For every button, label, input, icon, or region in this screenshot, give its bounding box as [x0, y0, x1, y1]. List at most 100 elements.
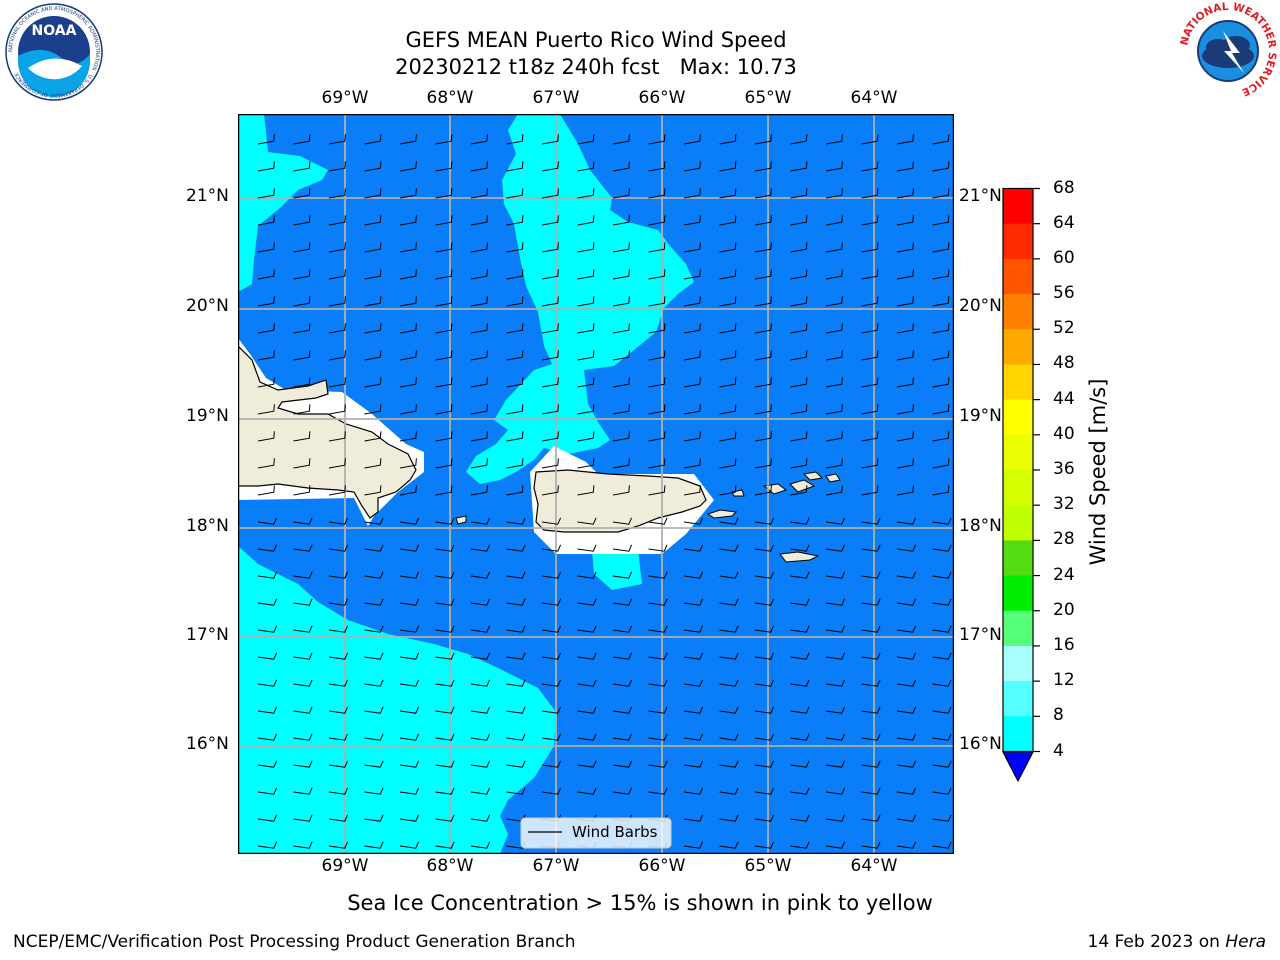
wind-barb — [683, 517, 704, 525]
wind-barb — [541, 485, 559, 496]
wind-barb — [719, 652, 739, 660]
wind-barb — [683, 652, 704, 660]
wind-barb — [612, 404, 630, 415]
wind-barb — [754, 269, 772, 280]
wind-barb — [932, 652, 952, 660]
wind-barb — [754, 188, 772, 199]
wind-barb — [541, 242, 559, 253]
wind-barb — [435, 706, 455, 714]
wind-barb — [435, 296, 453, 307]
wind-barb — [719, 134, 737, 145]
wind-barb — [790, 377, 808, 388]
wind-barb — [399, 787, 420, 795]
wind-barb — [719, 571, 739, 579]
wind-barb — [293, 652, 313, 660]
wind-barb — [577, 733, 597, 741]
wind-barb — [399, 242, 417, 253]
wind-barb — [328, 598, 349, 606]
wind-barb — [896, 787, 917, 795]
wind-barb — [364, 404, 382, 415]
wind-barb — [328, 706, 349, 714]
wind-barb — [825, 458, 843, 469]
wind-barb — [648, 625, 668, 633]
wind-barb — [435, 679, 455, 687]
wind-barb — [790, 679, 810, 687]
wind-barb — [612, 134, 630, 145]
wind-barb — [896, 161, 914, 172]
wind-barb — [399, 760, 420, 768]
lat-label-left-21n: 21°N — [186, 186, 229, 206]
wind-barb — [435, 350, 453, 361]
wind-barb — [612, 571, 633, 579]
wind-barb — [541, 377, 559, 388]
wind-barb — [648, 134, 666, 145]
wind-barb — [932, 814, 952, 822]
wind-barb — [719, 215, 737, 226]
wind-barb — [577, 404, 595, 415]
wind-barb — [719, 706, 739, 714]
wind-barb — [470, 404, 488, 415]
wind-barb — [683, 215, 701, 226]
colorbar-tick-label: 16 — [1053, 634, 1075, 655]
wind-barb — [790, 787, 810, 795]
wind-barb — [896, 733, 917, 741]
wind-barb — [896, 706, 917, 714]
wind-barb — [754, 134, 772, 145]
map-gridlines — [238, 114, 954, 854]
wind-barb — [932, 350, 950, 361]
wind-barb — [328, 134, 346, 145]
wind-barb — [364, 269, 382, 280]
lon-label-bottom-65w: 65°W — [744, 856, 792, 876]
wind-barb — [932, 571, 952, 579]
wind-barb — [861, 161, 879, 172]
wind-barb — [683, 598, 704, 606]
lon-label-bottom-68w: 68°W — [426, 856, 474, 876]
wind-barb — [364, 760, 384, 768]
wind-barb — [435, 134, 453, 145]
wind-barb — [648, 733, 668, 741]
wind-barb — [754, 787, 775, 795]
wind-barb — [364, 544, 384, 552]
wind-barb — [541, 544, 562, 552]
wind-barb — [719, 350, 737, 361]
chart-title: GEFS MEAN Puerto Rico Wind Speed — [405, 28, 787, 52]
wind-barb — [861, 242, 879, 253]
wind-barb — [719, 544, 739, 552]
legend-label: Wind Barbs — [572, 823, 658, 841]
wind-barb — [932, 161, 950, 172]
colorbar-tick-label: 24 — [1053, 564, 1075, 585]
wind-region-mona-passage — [466, 114, 694, 484]
wind-barb — [896, 760, 917, 768]
wind-barb — [541, 706, 562, 714]
wind-barb — [541, 161, 559, 172]
wind-barb — [790, 323, 808, 334]
wind-barb — [825, 161, 843, 172]
wind-barb — [328, 814, 349, 822]
wind-barb — [435, 733, 455, 741]
wind-barb — [328, 431, 346, 442]
wind-barb — [754, 404, 772, 415]
wind-barb — [896, 841, 917, 849]
wind-barb — [932, 431, 950, 442]
wind-barb — [470, 161, 488, 172]
wind-barb — [719, 323, 737, 334]
wind-barb — [470, 323, 488, 334]
footer-machine: Hera — [1225, 932, 1266, 952]
wind-barb — [257, 571, 278, 579]
lon-label-top-67w: 67°W — [532, 88, 580, 108]
wind-barb — [612, 679, 633, 687]
wind-barb — [364, 296, 382, 307]
wind-barb — [825, 733, 846, 741]
colorbar-block — [1003, 716, 1033, 752]
wind-barb — [328, 841, 349, 849]
wind-barb — [861, 625, 881, 633]
colorbar-block — [1003, 434, 1033, 471]
wind-barb — [648, 458, 666, 469]
wind-barb — [470, 242, 488, 253]
wind-barb — [293, 814, 313, 822]
wind-barb — [399, 517, 420, 525]
wind-barb — [577, 242, 595, 253]
wind-speed-map: Wind Barbs — [238, 114, 954, 854]
wind-barb — [257, 485, 275, 496]
wind-barb — [399, 296, 417, 307]
